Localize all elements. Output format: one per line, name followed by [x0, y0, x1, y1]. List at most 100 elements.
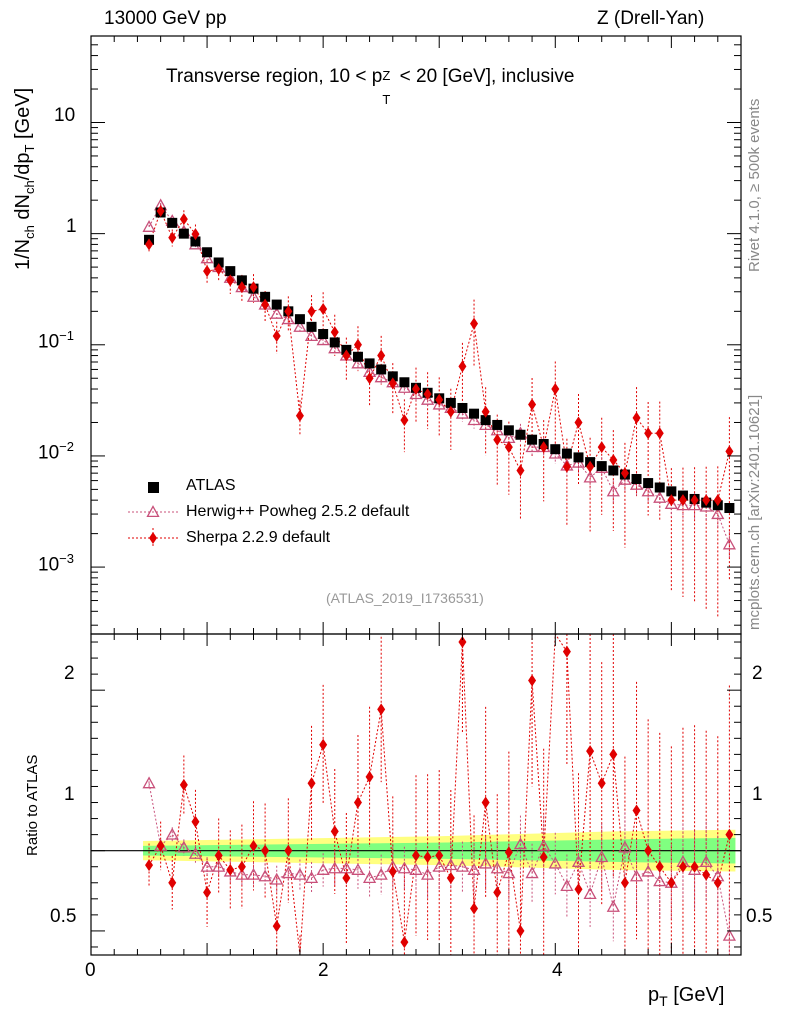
main-y-axis-label: 1/Nch dNch/dpT [GeV] [12, 87, 37, 270]
sherpa-ratio-point [145, 859, 154, 872]
herwig-point [421, 392, 435, 405]
atlas-point [654, 482, 665, 493]
herwig-point [304, 329, 319, 342]
sherpa-point [539, 441, 548, 454]
herwig-ratio-point [304, 871, 319, 884]
herwig-ratio-point [246, 867, 261, 880]
sherpa-ratio-point [388, 865, 397, 878]
sherpa-ratio-point [702, 868, 711, 881]
sherpa-ratio-point [400, 936, 409, 949]
legend-label-sherpa: Sherpa 2.2.9 default [186, 529, 331, 546]
atlas-point [399, 377, 410, 388]
legend-label-herwig: Herwig++ Powheg 2.5.2 default [186, 503, 410, 520]
atlas-point [225, 266, 236, 277]
herwig-ratio-point [618, 840, 632, 853]
herwig-point [328, 341, 342, 354]
herwig-point [374, 370, 388, 383]
atlas-point [631, 474, 642, 485]
herwig-ratio-point [270, 872, 284, 885]
sherpa-point [191, 228, 200, 241]
herwig-point [142, 220, 156, 232]
herwig-ratio-point [583, 887, 597, 900]
sherpa-point [214, 263, 223, 276]
atlas-point [167, 217, 178, 228]
atlas-point [387, 371, 398, 382]
herwig-ratio-point [525, 866, 539, 879]
herwig-point [432, 397, 446, 410]
atlas-point [445, 397, 456, 408]
sherpa-point [528, 398, 537, 411]
herwig-point [409, 387, 423, 400]
herwig-ratio-point [212, 859, 226, 872]
herwig-point [351, 356, 365, 369]
herwig-ratio-point [502, 866, 516, 879]
sherpa-point [261, 298, 270, 311]
main-y-tick-10: 10 [54, 105, 76, 126]
sherpa-point [377, 349, 386, 362]
sherpa-ratio-point [307, 777, 316, 790]
sherpa-ratio-point [539, 851, 548, 864]
sherpa-ratio-point [214, 849, 223, 862]
sherpa-point [319, 302, 328, 315]
herwig-point [629, 477, 644, 490]
sherpa-line [148, 209, 730, 501]
sherpa-point [678, 494, 687, 507]
sherpa-point [307, 305, 316, 318]
atlas-point [260, 291, 271, 302]
sherpa-ratio-line [148, 632, 730, 956]
herwig-ratio-point [548, 856, 562, 869]
atlas-point [666, 486, 677, 497]
herwig-point [270, 306, 284, 319]
header-process: Z (Drell-Yan) [597, 8, 705, 29]
atlas-point [573, 452, 584, 463]
atlas-point [352, 351, 363, 362]
herwig-point [606, 484, 620, 497]
main-y-tick-1e-1: 10−1 [38, 328, 74, 353]
sherpa-ratio-point [504, 846, 513, 859]
atlas-point [271, 299, 282, 310]
sherpa-point [168, 231, 177, 244]
sherpa-ratio-point [237, 860, 246, 873]
sherpa-ratio-point [249, 839, 258, 852]
herwig-ratio-point [200, 859, 214, 872]
sherpa-ratio-point [493, 886, 502, 899]
legend-marker-sherpa [149, 532, 157, 544]
herwig-ratio-point [142, 776, 156, 789]
sherpa-point [586, 460, 595, 473]
sherpa-ratio-point [655, 860, 664, 873]
sherpa-ratio-point [609, 748, 618, 761]
sherpa-point [446, 405, 455, 418]
ratio-y-tick-2-right: 2 [752, 663, 763, 684]
ratio-y-axis-label: Ratio to ATLAS [24, 754, 41, 856]
herwig-point [397, 380, 411, 393]
main-y-tick-1: 1 [66, 216, 77, 237]
sherpa-point [400, 414, 409, 427]
atlas-point [364, 358, 375, 369]
sherpa-point [272, 329, 281, 342]
legend-label-atlas: ATLAS [186, 477, 236, 494]
sherpa-ratio-point [203, 886, 212, 899]
sherpa-ratio-point [597, 777, 606, 790]
sherpa-point [156, 204, 165, 217]
atlas-point [236, 275, 247, 286]
sherpa-point [562, 460, 571, 473]
sherpa-ratio-point [179, 778, 188, 791]
atlas-point [596, 461, 607, 472]
x-tick-label-4: 4 [552, 960, 563, 981]
atlas-point [190, 236, 201, 247]
sherpa-ratio-point [632, 804, 641, 817]
herwig-ratio-point [328, 861, 342, 874]
herwig-ratio-point [351, 863, 365, 875]
sherpa-ratio-point [330, 825, 339, 838]
sherpa-point [226, 274, 235, 287]
sherpa-point [179, 213, 188, 226]
sherpa-ratio-point [377, 703, 386, 716]
sherpa-point [458, 360, 467, 373]
sherpa-ratio-point [516, 924, 525, 937]
sherpa-ratio-point [226, 863, 235, 876]
atlas-point [376, 364, 387, 375]
herwig-ratio-point [641, 864, 655, 877]
sherpa-point [342, 349, 351, 362]
sherpa-point [667, 494, 676, 507]
